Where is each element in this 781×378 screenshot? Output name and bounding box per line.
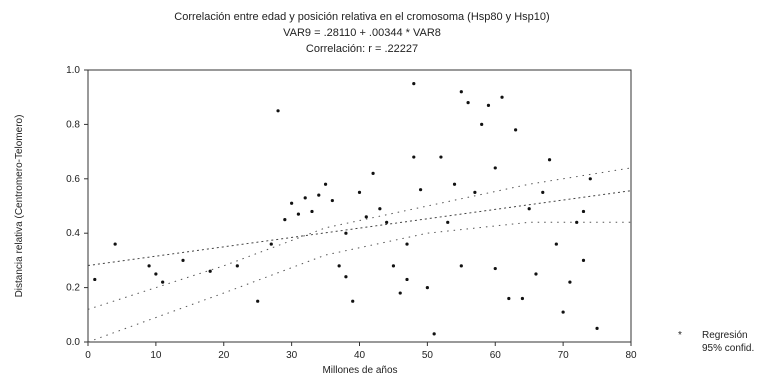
x-axis-label: Millones de años: [322, 365, 397, 376]
data-point: [161, 280, 165, 284]
data-point: [520, 296, 525, 301]
data-point: [330, 198, 334, 203]
data-point: [446, 220, 450, 224]
chart-title-line-2: VAR9 = .28110 + .00344 * VAR8: [283, 27, 441, 39]
data-point: [581, 258, 586, 262]
data-point: [385, 220, 389, 224]
data-point: [290, 201, 294, 205]
data-point: [181, 258, 185, 262]
data-point: [412, 155, 416, 159]
data-point: [344, 231, 348, 235]
chart-title-line-3: Correlación: r = .22227: [306, 43, 418, 55]
data-point: [357, 190, 362, 194]
data-point: [486, 103, 491, 107]
data-point: [405, 242, 409, 246]
x-tick-label: 40: [354, 350, 366, 361]
data-point: [344, 275, 348, 279]
x-axis: 0 10 20 30 40 50 60 70 80: [85, 342, 637, 361]
data-point: [337, 264, 341, 268]
x-tick-label: 10: [150, 350, 162, 361]
data-point: [418, 188, 423, 192]
confidence-band-upper: [87, 167, 632, 310]
data-point: [480, 122, 484, 126]
regression-line-group: [87, 190, 632, 267]
data-points: [93, 82, 599, 336]
legend-marker-regression: *: [678, 330, 682, 341]
y-tick-label: 0.6: [66, 174, 80, 185]
data-point: [208, 269, 212, 273]
x-tick-label: 50: [422, 350, 434, 361]
data-point: [500, 95, 504, 99]
chart-title: Correlación entre edad y posición relati…: [174, 11, 549, 55]
data-point: [595, 326, 599, 330]
data-point: [154, 272, 158, 276]
data-point: [541, 190, 545, 194]
plot-frame: [87, 69, 632, 343]
data-point: [554, 242, 558, 246]
data-point: [283, 218, 287, 222]
data-point: [493, 166, 497, 170]
data-point: [113, 242, 117, 246]
data-point: [547, 158, 552, 162]
data-point: [405, 277, 409, 282]
data-point: [568, 280, 572, 284]
data-point: [452, 182, 457, 186]
data-point: [235, 264, 239, 268]
data-point: [534, 272, 538, 276]
data-point: [147, 264, 151, 268]
y-tick-label: 0.0: [66, 337, 80, 348]
data-point: [378, 207, 382, 211]
data-point: [459, 264, 463, 268]
data-point: [459, 90, 463, 94]
data-point: [425, 286, 429, 290]
legend-item-confidence: 95% confid.: [702, 343, 754, 354]
data-point: [310, 209, 314, 214]
data-point: [561, 310, 565, 314]
confidence-band-lower: [87, 221, 631, 343]
data-point: [391, 264, 396, 268]
x-tick-label: 20: [218, 350, 230, 361]
y-axis: 0.0 0.2 0.4 0.6 0.8 1.0: [66, 65, 88, 348]
legend-item-regression: Regresión: [702, 330, 748, 341]
legend: * Regresión 95% confid.: [678, 330, 754, 354]
data-point: [514, 128, 518, 132]
data-point: [364, 215, 368, 219]
chart-title-line-1: Correlación entre edad y posición relati…: [174, 11, 549, 23]
data-point: [93, 277, 97, 282]
data-point: [439, 155, 443, 159]
data-point: [371, 171, 375, 175]
x-tick-label: 30: [286, 350, 298, 361]
data-point: [269, 242, 273, 246]
confidence-band: [87, 167, 632, 343]
data-point: [296, 212, 301, 216]
data-point: [493, 266, 497, 271]
x-tick-label: 70: [558, 350, 570, 361]
data-point: [575, 220, 579, 224]
data-point: [317, 193, 321, 197]
data-point: [398, 291, 402, 295]
y-axis-label: Distancia relativa (Centromero-Telomero): [14, 115, 25, 298]
data-point: [323, 182, 328, 186]
data-point: [507, 296, 511, 301]
x-tick-label: 0: [85, 350, 91, 361]
data-point: [412, 82, 416, 86]
data-point: [527, 207, 531, 211]
y-tick-label: 0.8: [66, 119, 80, 130]
y-tick-label: 1.0: [66, 65, 80, 76]
data-point: [256, 299, 260, 303]
x-tick-label: 60: [490, 350, 502, 361]
data-point: [432, 332, 436, 336]
data-point: [303, 196, 307, 200]
y-tick-label: 0.2: [66, 283, 80, 294]
data-point: [473, 190, 477, 194]
data-point: [581, 209, 586, 214]
data-point: [588, 177, 592, 181]
data-point: [466, 101, 470, 105]
y-tick-label: 0.4: [66, 228, 80, 239]
data-point: [276, 109, 280, 113]
regression-line: [87, 190, 632, 267]
x-tick-label: 80: [625, 350, 637, 361]
data-point: [351, 299, 355, 303]
